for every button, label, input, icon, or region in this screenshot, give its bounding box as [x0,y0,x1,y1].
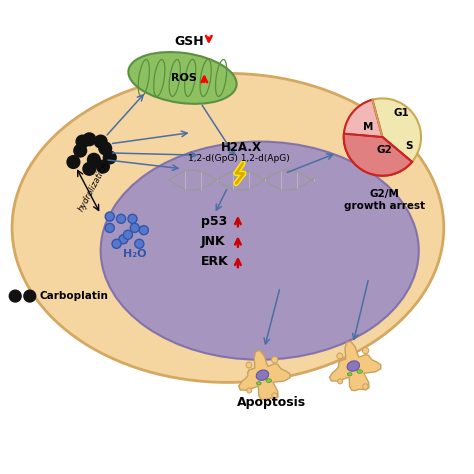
Ellipse shape [256,382,261,385]
Wedge shape [344,100,412,176]
Circle shape [105,212,114,221]
Text: ERK: ERK [201,255,228,268]
Text: p53: p53 [201,215,227,228]
Circle shape [337,379,343,384]
Wedge shape [344,134,412,176]
Text: ROS: ROS [171,73,197,83]
Ellipse shape [357,370,363,374]
Text: hydrolization: hydrolization [77,161,110,213]
Circle shape [139,226,148,235]
Circle shape [112,239,121,248]
Circle shape [99,142,111,155]
Circle shape [123,230,132,239]
Circle shape [337,353,343,359]
Text: GSH: GSH [174,35,204,48]
Circle shape [272,356,278,363]
Circle shape [88,154,100,166]
Circle shape [74,144,87,157]
Circle shape [9,290,21,302]
Text: H2A.X: H2A.X [221,140,262,154]
Polygon shape [238,351,290,400]
Text: H₂O: H₂O [123,249,146,259]
Text: G2: G2 [377,145,392,155]
Circle shape [247,388,252,393]
Text: 1,2-d(GpG) 1,2-d(ApG): 1,2-d(GpG) 1,2-d(ApG) [188,155,290,164]
Ellipse shape [347,373,352,376]
Circle shape [130,223,139,232]
Ellipse shape [100,142,419,360]
Circle shape [83,163,96,175]
Ellipse shape [128,52,237,104]
Circle shape [117,214,126,223]
Circle shape [24,290,36,302]
Circle shape [67,155,80,168]
Text: JNK: JNK [201,235,225,248]
Text: G1: G1 [393,109,410,118]
Circle shape [83,133,96,146]
Circle shape [363,347,369,354]
Circle shape [128,214,137,223]
Text: Carboplatin: Carboplatin [39,291,108,301]
Circle shape [135,239,144,248]
Circle shape [363,384,368,389]
Ellipse shape [256,370,269,380]
Circle shape [119,235,128,244]
Circle shape [76,135,89,148]
Circle shape [105,223,114,232]
Circle shape [344,99,421,176]
Text: M: M [363,122,373,132]
Circle shape [94,135,107,148]
Circle shape [272,393,277,398]
Ellipse shape [347,361,360,371]
Circle shape [97,160,109,173]
Ellipse shape [12,73,444,383]
Text: S: S [405,141,412,151]
Polygon shape [329,341,381,391]
Ellipse shape [266,379,272,383]
Text: Apoptosis: Apoptosis [237,396,306,410]
Text: G2/M
growth arrest: G2/M growth arrest [344,189,425,211]
Circle shape [103,151,116,164]
Circle shape [246,362,252,368]
